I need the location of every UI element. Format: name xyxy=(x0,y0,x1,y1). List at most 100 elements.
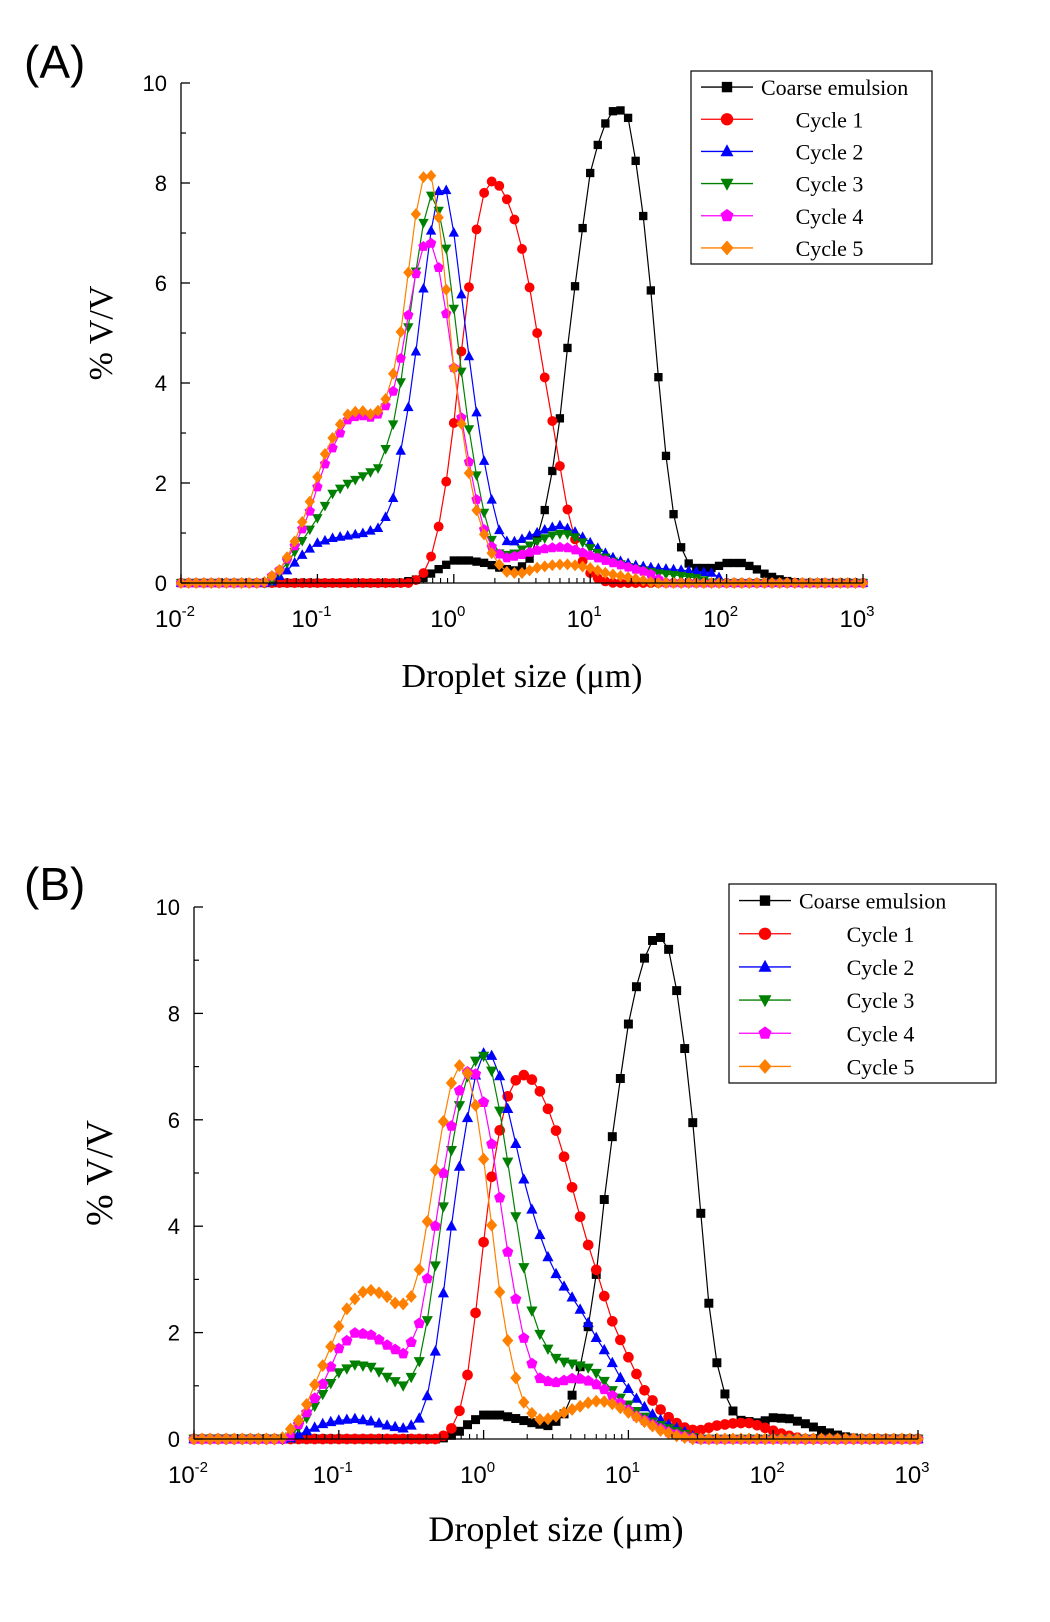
data-point-marker xyxy=(486,547,497,560)
data-point-marker xyxy=(425,225,437,235)
data-point-marker xyxy=(433,185,444,196)
data-point-marker xyxy=(456,367,467,378)
data-point-marker xyxy=(547,542,558,553)
data-point-marker xyxy=(526,1203,538,1214)
data-point-marker xyxy=(357,527,369,538)
data-point-marker xyxy=(547,559,558,572)
data-point-marker xyxy=(607,568,619,581)
data-point-marker xyxy=(577,547,588,558)
data-point-marker xyxy=(501,535,513,546)
data-point-marker xyxy=(562,522,573,533)
data-point-marker xyxy=(281,551,293,564)
data-point-marker xyxy=(381,1339,393,1350)
data-point-marker xyxy=(816,1425,826,1435)
data-point-marker xyxy=(463,456,475,467)
data-point-marker xyxy=(341,1364,353,1375)
data-point-marker xyxy=(365,525,376,535)
data-point-marker xyxy=(510,1371,522,1385)
data-point-marker xyxy=(317,1389,329,1401)
x-tick-label: 100 xyxy=(430,603,465,633)
data-point-marker xyxy=(590,1331,602,1343)
data-point-marker xyxy=(413,1412,425,1423)
data-point-marker xyxy=(486,1218,498,1232)
data-point-marker xyxy=(276,1431,289,1445)
legend-label: Cycle 4 xyxy=(847,1021,915,1046)
data-point-marker xyxy=(615,1334,626,1346)
data-point-marker xyxy=(527,1418,537,1428)
data-point-marker xyxy=(593,140,602,150)
data-point-marker xyxy=(567,1390,577,1400)
data-point-marker xyxy=(542,1375,554,1387)
data-point-marker xyxy=(433,211,444,224)
data-point-marker xyxy=(598,1376,610,1388)
data-point-marker xyxy=(784,1414,794,1424)
data-point-marker xyxy=(509,567,520,579)
data-point-marker xyxy=(434,564,443,574)
legend-label: Coarse emulsion xyxy=(761,75,908,100)
data-point-marker xyxy=(472,557,481,566)
data-point-marker xyxy=(487,560,496,570)
data-point-marker xyxy=(495,1410,505,1420)
data-point-marker xyxy=(301,1397,313,1411)
data-point-marker xyxy=(592,564,603,577)
data-point-marker xyxy=(372,404,384,417)
data-point-marker xyxy=(758,995,772,1008)
data-point-marker xyxy=(297,549,308,559)
data-point-marker xyxy=(503,1412,513,1422)
data-point-marker xyxy=(631,1368,642,1380)
data-point-marker xyxy=(469,1056,482,1068)
data-point-marker xyxy=(760,1416,770,1426)
data-point-marker xyxy=(372,464,384,474)
data-point-marker xyxy=(517,244,527,254)
data-point-marker xyxy=(387,420,399,431)
data-point-marker xyxy=(457,556,466,565)
data-point-marker xyxy=(292,1428,305,1439)
data-point-marker xyxy=(470,1068,482,1079)
data-point-marker xyxy=(654,373,663,382)
data-point-marker xyxy=(333,1368,345,1379)
x-tick-label: 103 xyxy=(839,603,874,633)
data-point-marker xyxy=(614,1401,626,1415)
data-point-marker xyxy=(542,1344,554,1356)
data-point-marker xyxy=(297,515,308,528)
data-point-marker xyxy=(350,475,361,486)
chart-b-svg: (B) 0 2 4 6 8 10 10-2 10-1 100 101 102 103 Droplet si… xyxy=(24,858,997,1549)
y-tick-label: 10 xyxy=(156,895,180,920)
data-point-marker xyxy=(590,1394,602,1408)
data-point-marker xyxy=(319,501,331,512)
data-point-marker xyxy=(695,1424,707,1436)
data-point-marker xyxy=(615,559,626,570)
data-point-marker xyxy=(600,555,611,565)
data-point-marker xyxy=(421,1272,433,1284)
data-point-marker xyxy=(760,569,769,578)
data-point-marker xyxy=(698,566,710,577)
data-point-marker xyxy=(486,494,497,504)
data-point-marker xyxy=(599,1195,609,1205)
data-point-marker xyxy=(607,557,619,568)
data-point-marker xyxy=(426,569,436,578)
data-point-marker xyxy=(516,549,528,559)
y-tick-label: 4 xyxy=(168,1214,180,1239)
data-point-marker xyxy=(712,1358,722,1368)
data-point-marker xyxy=(676,543,686,552)
data-point-marker xyxy=(569,544,581,555)
data-point-marker xyxy=(534,1228,546,1240)
y-tick-label: 6 xyxy=(155,271,167,296)
data-point-marker xyxy=(664,944,674,954)
data-point-marker xyxy=(585,550,596,560)
data-point-marker xyxy=(598,1383,610,1395)
data-point-marker xyxy=(720,240,734,256)
data-point-marker xyxy=(395,445,406,455)
data-point-marker xyxy=(518,1069,530,1081)
x-tick-label: 10-1 xyxy=(291,603,331,633)
data-point-marker xyxy=(349,1327,361,1338)
data-point-marker xyxy=(471,504,482,517)
data-point-marker xyxy=(606,1356,618,1368)
data-point-marker xyxy=(325,1340,337,1354)
data-point-marker xyxy=(365,1283,377,1297)
data-point-marker xyxy=(647,1395,658,1406)
data-point-marker xyxy=(640,953,649,963)
data-point-marker xyxy=(622,561,634,572)
data-point-marker xyxy=(389,1343,401,1355)
data-point-marker xyxy=(309,1421,321,1432)
